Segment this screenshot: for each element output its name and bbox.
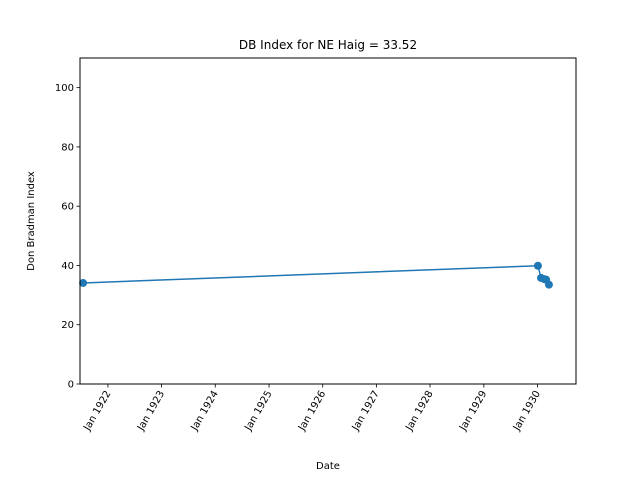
y-tick-label: 0 — [68, 380, 74, 391]
y-tick-label: 20 — [61, 320, 74, 331]
chart-title: DB Index for NE Haig = 33.52 — [239, 38, 417, 52]
plot-marks — [79, 261, 553, 289]
plot-frame — [79, 57, 577, 385]
y-tick-label: 60 — [61, 202, 74, 213]
data-point — [533, 261, 542, 270]
data-point — [79, 278, 88, 287]
y-tick-label: 40 — [61, 261, 74, 272]
y-axis: 0 20 40 60 80 100 — [55, 83, 80, 391]
data-point — [544, 280, 553, 289]
x-axis-label: Date — [316, 461, 340, 472]
y-tick-label: 100 — [55, 83, 74, 94]
y-axis-label: Don Bradman Index — [26, 171, 37, 271]
y-tick-label: 80 — [61, 142, 74, 153]
